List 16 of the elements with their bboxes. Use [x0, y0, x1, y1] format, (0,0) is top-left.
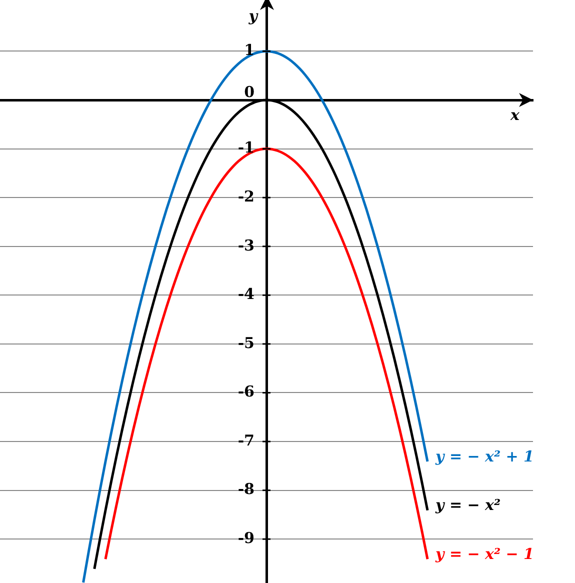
- y-tick-label: -4: [238, 285, 254, 304]
- y-tick-label: -3: [238, 236, 254, 254]
- y-tick-label: -8: [238, 480, 254, 498]
- x-axis-title: x: [510, 106, 521, 124]
- y-tick-label: 1: [244, 41, 254, 60]
- y-tick-label: -2: [238, 187, 254, 206]
- y-tick-label: 0: [244, 82, 254, 101]
- y-tick-label: -6: [238, 382, 254, 401]
- y-axis-title: y: [248, 6, 259, 25]
- y-tick-label: -7: [238, 431, 254, 450]
- y-tick-label: -1: [238, 138, 254, 157]
- series-label: y = − x²: [434, 496, 501, 514]
- y-tick-label: -5: [238, 334, 254, 352]
- series-label: y = − x² + 1: [434, 447, 534, 466]
- y-tick-label: -9: [238, 528, 254, 547]
- series-label: y = − x² − 1: [434, 544, 534, 563]
